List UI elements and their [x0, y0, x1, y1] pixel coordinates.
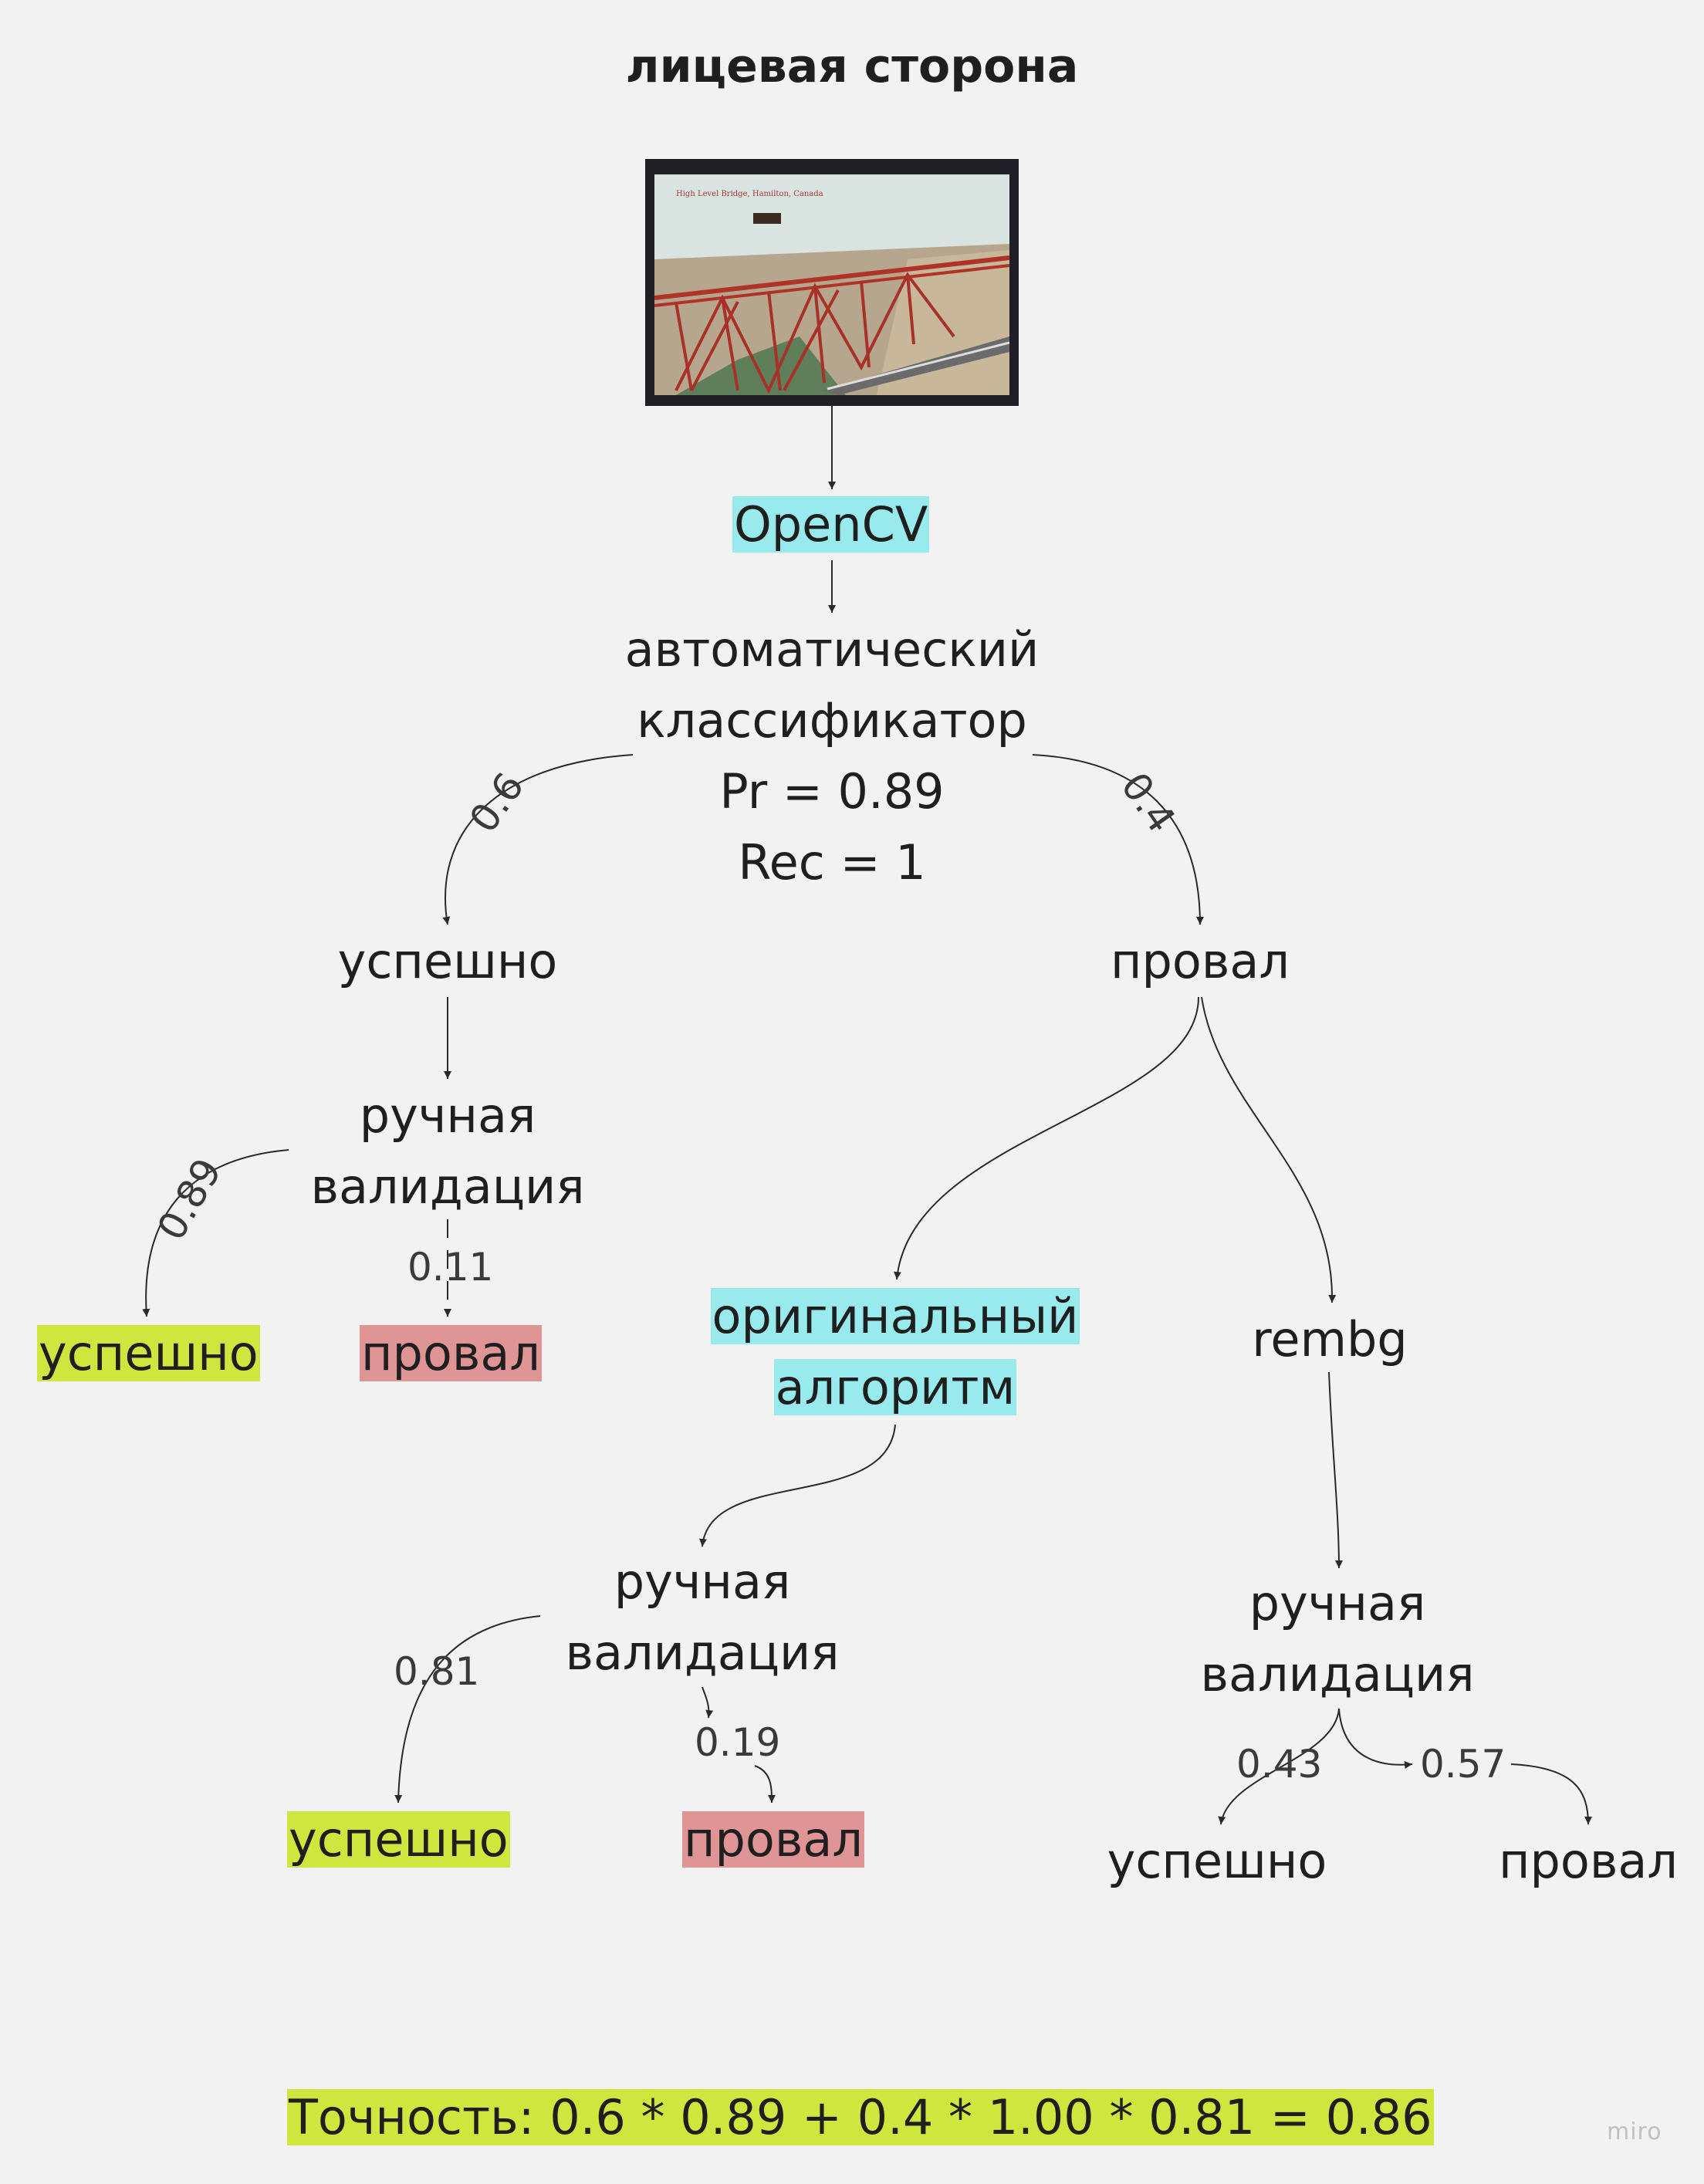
original-algorithm-node[interactable]: оригинальный алгоритм: [664, 1281, 1127, 1423]
fail-node-1[interactable]: провал: [1111, 933, 1290, 989]
edge-mv3-fail-b: [1510, 1763, 1592, 1825]
edge-mv2-success: [394, 1615, 541, 1804]
success-node-4[interactable]: успешно: [1107, 1833, 1327, 1889]
fail-2-label: провал: [360, 1325, 542, 1381]
edge-label-mv1-fail: 0.11: [407, 1245, 494, 1290]
original-algorithm-line-1: оригинальный: [710, 1288, 1080, 1344]
manual-validation-1-line-1: ручная: [359, 1087, 536, 1144]
original-algorithm-line-2: алгоритм: [773, 1359, 1017, 1415]
diagram-title: лицевая сторона: [625, 39, 1079, 93]
edge-label-mv3-fail: 0.57: [1420, 1742, 1506, 1787]
edge-mv3-success: [1218, 1708, 1340, 1825]
accuracy-text: Точность: 0.6 * 0.89 + 0.4 * 1.00 * 0.81…: [287, 2089, 1434, 2145]
fail-3-label: провал: [682, 1811, 864, 1868]
classifier-line-1: автоматический: [624, 621, 1040, 678]
success-2-label: успешно: [37, 1325, 260, 1381]
edge-fail-original: [893, 996, 1199, 1280]
manual-validation-3-line-1: ручная: [1249, 1575, 1426, 1631]
edge-original-manual: [699, 1424, 896, 1547]
classifier-line-2: классификатор: [637, 692, 1027, 749]
manual-validation-1-line-2: валидация: [310, 1158, 585, 1215]
manual-validation-node-2[interactable]: ручная валидация: [548, 1547, 857, 1689]
fail-node-2[interactable]: провал: [360, 1318, 542, 1389]
success-node-2[interactable]: успешно: [37, 1318, 260, 1389]
opencv-node[interactable]: OpenCV: [732, 489, 930, 560]
opencv-label: OpenCV: [732, 496, 930, 553]
success-node-3[interactable]: успешно: [287, 1804, 510, 1875]
edge-fail-rembg: [1201, 996, 1337, 1303]
edge-mv1-success: [142, 1149, 289, 1317]
postcard-thumbnail[interactable]: High Level Bridge, Hamilton, Canada: [645, 159, 1019, 406]
manual-validation-node-1[interactable]: ручная валидация: [293, 1080, 602, 1222]
edge-rembg-manual: [1328, 1371, 1343, 1569]
accuracy-formula: Точность: 0.6 * 0.89 + 0.4 * 1.00 * 0.81…: [287, 2082, 1434, 2153]
success-node-1[interactable]: успешно: [337, 933, 558, 989]
edge-label-mv2-success: 0.81: [394, 1649, 480, 1694]
fail-node-3[interactable]: провал: [682, 1804, 864, 1875]
edge-classifier-fail: [1032, 754, 1204, 925]
manual-validation-2-line-1: ручная: [614, 1553, 791, 1610]
edge-label-mv2-fail: 0.19: [695, 1720, 781, 1765]
classifier-recall: Rec = 1: [738, 834, 926, 891]
postcard-caption: High Level Bridge, Hamilton, Canada: [676, 190, 823, 198]
classifier-precision: Pr = 0.89: [719, 763, 945, 820]
edge-classifier-success: [442, 754, 634, 925]
bridge-image-icon: High Level Bridge, Hamilton, Canada: [654, 174, 1010, 395]
manual-validation-2-line-2: валидация: [565, 1624, 840, 1681]
edge-mv2-fail: [702, 1686, 714, 1719]
edge-mv2-fail-b: [754, 1765, 776, 1804]
miro-watermark: miro: [1607, 2118, 1662, 2145]
manual-validation-node-3[interactable]: ручная валидация: [1183, 1568, 1492, 1710]
edge-mv3-fail-a: [1338, 1708, 1413, 1769]
classifier-node[interactable]: автоматический классификатор Pr = 0.89 R…: [600, 614, 1063, 898]
manual-validation-3-line-2: валидация: [1200, 1646, 1475, 1702]
success-3-label: успешно: [287, 1811, 510, 1868]
edge-label-mv3-success: 0.43: [1236, 1742, 1323, 1787]
fail-node-4[interactable]: провал: [1499, 1833, 1678, 1889]
rembg-node[interactable]: rembg: [1252, 1311, 1408, 1368]
